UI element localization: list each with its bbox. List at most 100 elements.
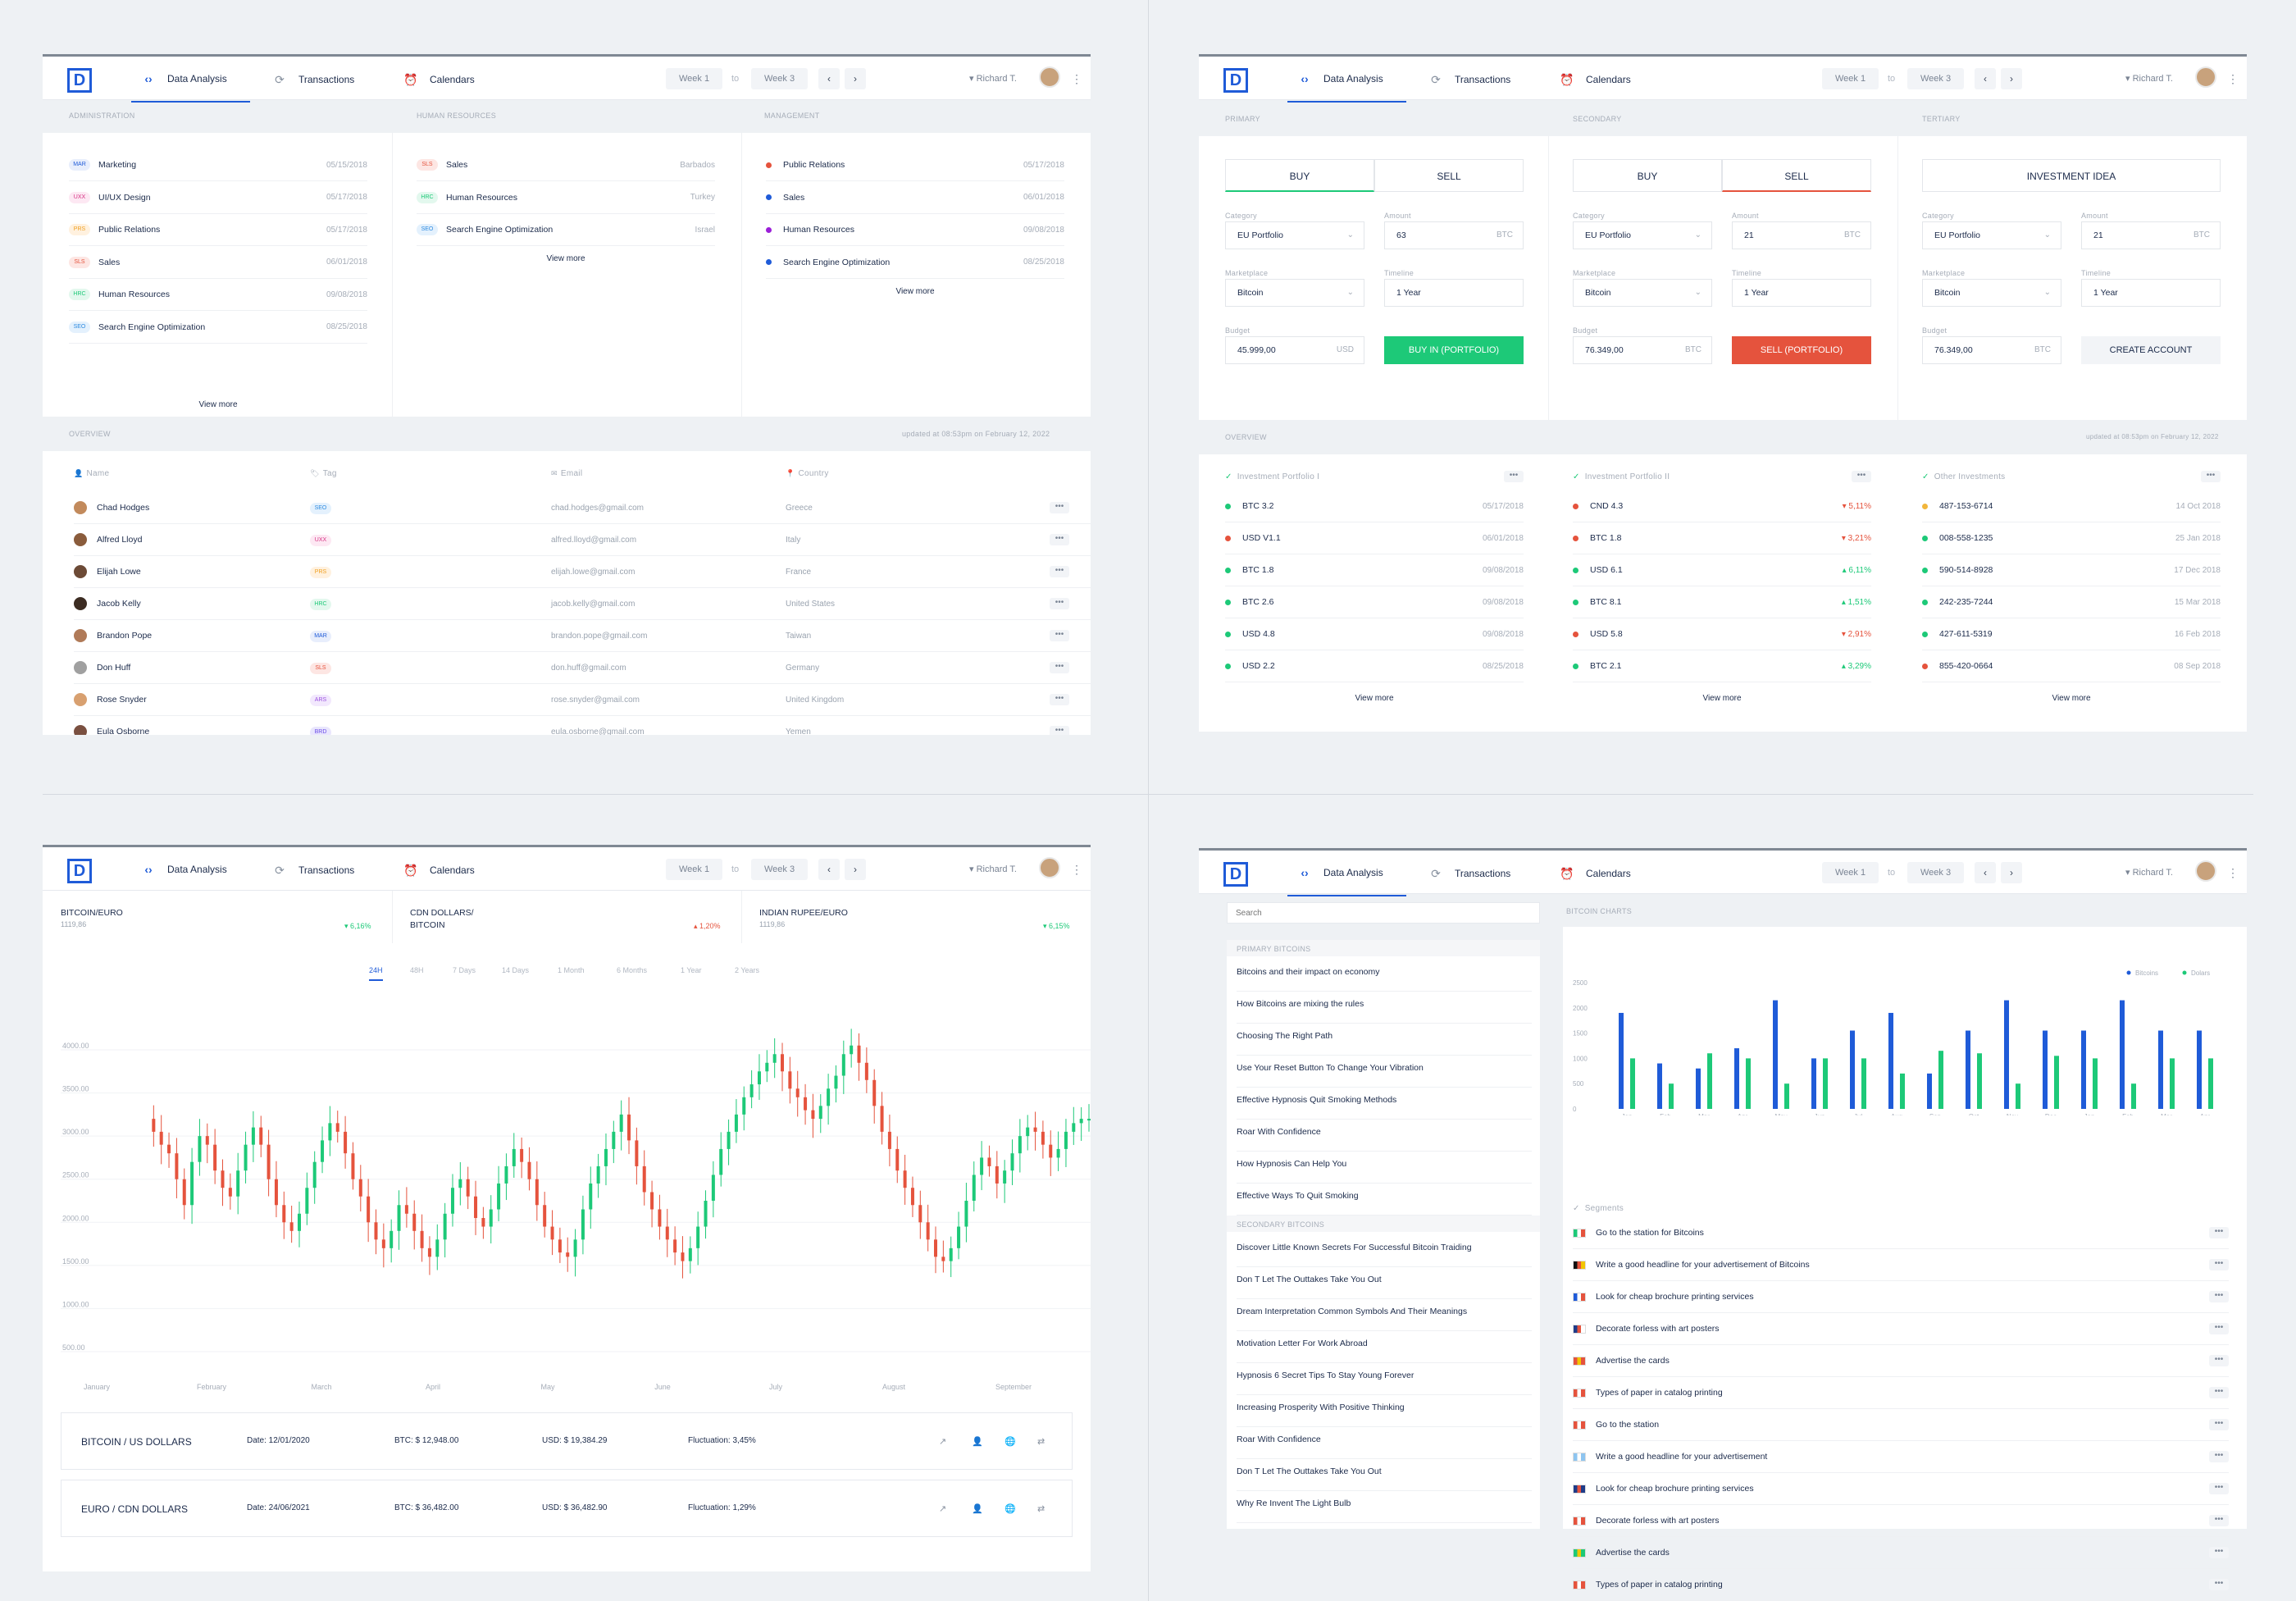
- row-more-button[interactable]: •••: [2209, 1387, 2229, 1398]
- budget-input[interactable]: 45.999,00 USD: [1225, 336, 1364, 364]
- segment-item[interactable]: Write a good headline for your advertise…: [1573, 1249, 2229, 1281]
- category-select[interactable]: EU Portfolio ⌄: [1573, 221, 1712, 249]
- topic-item[interactable]: Motivation Letter For Work Abroad: [1237, 1331, 1532, 1363]
- row-more-button[interactable]: •••: [2209, 1355, 2229, 1366]
- user-icon[interactable]: 👤: [972, 1504, 983, 1514]
- topic-item[interactable]: Don T Let The Outtakes Take You Out: [1237, 1459, 1532, 1491]
- row-more-button[interactable]: •••: [1050, 502, 1069, 513]
- view-more-link[interactable]: View more: [2052, 694, 2091, 703]
- segment-item[interactable]: Advertise the cards •••: [1573, 1537, 2229, 1569]
- view-more-link[interactable]: View more: [1355, 694, 1394, 703]
- more-vert-icon[interactable]: ⋮: [1071, 72, 1082, 85]
- topic-item[interactable]: Hypnosis 6 Secret Tips To Stay Young For…: [1237, 1363, 1532, 1395]
- globe-icon[interactable]: 🌐: [1004, 1504, 1016, 1514]
- buy-tab[interactable]: BUY: [1225, 159, 1374, 192]
- list-item[interactable]: Human Resources 09/08/2018: [766, 214, 1064, 246]
- list-item[interactable]: Sales 06/01/2018: [766, 182, 1064, 214]
- tab-transactions[interactable]: ⟳ Transactions: [272, 57, 354, 103]
- list-item[interactable]: USD 5.8 ▾ 2,91%: [1573, 618, 1871, 650]
- list-item[interactable]: 855-420-0664 08 Sep 2018: [1922, 650, 2221, 682]
- budget-input[interactable]: 76.349,00 BTC: [1573, 336, 1712, 364]
- action-button[interactable]: BUY IN (PORTFOLIO): [1384, 336, 1524, 364]
- more-vert-icon[interactable]: ⋮: [2227, 866, 2239, 879]
- tab-data-analysis[interactable]: ‹› Data Analysis: [1287, 57, 1406, 103]
- avatar[interactable]: [1039, 66, 1060, 88]
- tab-calendars[interactable]: ⏰ Calendars: [1560, 57, 1630, 103]
- list-item[interactable]: Public Relations 05/17/2018: [766, 149, 1064, 181]
- list-item[interactable]: BTC 8.1 ▴ 1,51%: [1573, 586, 1871, 618]
- segment-item[interactable]: Types of paper in catalog printing •••: [1573, 1377, 2229, 1409]
- list-item[interactable]: HRC Human Resources Turkey: [417, 182, 715, 214]
- table-row[interactable]: Jacob Kelly HRC jacob.kelly@gmail.com Unite…: [74, 588, 1091, 620]
- amount-input[interactable]: 21 BTC: [1732, 221, 1871, 249]
- segment-item[interactable]: Decorate forless with art posters •••: [1573, 1313, 2229, 1345]
- list-item[interactable]: SEO Search Engine Optimization Israel: [417, 214, 715, 246]
- logo[interactable]: D: [1223, 862, 1248, 887]
- topic-item[interactable]: Discover Little Known Secrets For Succes…: [1237, 1235, 1532, 1267]
- range-tab[interactable]: 14 Days: [502, 966, 530, 974]
- logo[interactable]: D: [67, 68, 92, 93]
- list-item[interactable]: SLS Sales 06/01/2018: [69, 247, 367, 279]
- list-item[interactable]: USD 6.1 ▴ 6,11%: [1573, 554, 1871, 586]
- segment-item[interactable]: Advertise the cards •••: [1573, 1345, 2229, 1377]
- action-button[interactable]: CREATE ACCOUNT: [2081, 336, 2221, 364]
- user-menu[interactable]: ▾ Richard T.: [2125, 74, 2173, 84]
- list-item[interactable]: 427-611-5319 16 Feb 2018: [1922, 618, 2221, 650]
- tab-data-analysis[interactable]: ‹› Data Analysis: [1287, 851, 1406, 896]
- tab-calendars[interactable]: ⏰ Calendars: [403, 847, 474, 893]
- topic-item[interactable]: How Bitcoins are mixing the rules: [1237, 992, 1532, 1024]
- globe-icon[interactable]: 🌐: [1004, 1437, 1016, 1447]
- user-menu[interactable]: ▾ Richard T.: [969, 74, 1017, 84]
- view-more-link[interactable]: View more: [1702, 694, 1742, 703]
- week-from-select[interactable]: Week 1: [1822, 862, 1879, 883]
- topic-item[interactable]: Don T Let The Outtakes Take You Out: [1237, 1267, 1532, 1299]
- list-item[interactable]: 242-235-7244 15 Mar 2018: [1922, 586, 2221, 618]
- segment-item[interactable]: Decorate forless with art posters •••: [1573, 1505, 2229, 1537]
- amount-input[interactable]: 63 BTC: [1384, 221, 1524, 249]
- list-item[interactable]: SEO Search Engine Optimization 08/25/2018: [69, 312, 367, 344]
- row-more-button[interactable]: •••: [2209, 1323, 2229, 1334]
- range-tab[interactable]: 6 Months: [617, 966, 648, 974]
- row-more-button[interactable]: •••: [1050, 662, 1069, 673]
- row-more-button[interactable]: •••: [2209, 1227, 2229, 1238]
- more-vert-icon[interactable]: ⋮: [1071, 863, 1082, 876]
- row-more-button[interactable]: •••: [1050, 566, 1069, 577]
- list-item[interactable]: USD 4.8 09/08/2018: [1225, 618, 1524, 650]
- row-more-button[interactable]: •••: [1050, 630, 1069, 641]
- row-more-button[interactable]: •••: [2209, 1451, 2229, 1462]
- range-tab[interactable]: 2 Years: [735, 966, 760, 974]
- list-item[interactable]: 590-514-8928 17 Dec 2018: [1922, 554, 2221, 586]
- week-to-select[interactable]: Week 3: [1907, 862, 1965, 883]
- list-item[interactable]: BTC 2.1 ▴ 3,29%: [1573, 650, 1871, 682]
- segment-item[interactable]: Go to the station for Bitcoins •••: [1573, 1217, 2229, 1249]
- topic-item[interactable]: Roar With Confidence: [1237, 1120, 1532, 1152]
- user-icon[interactable]: 👤: [972, 1437, 983, 1447]
- pair-card[interactable]: BITCOIN / US DOLLARS Date: 12/01/2020 BTC:…: [61, 1412, 1073, 1470]
- tab-transactions[interactable]: ⟳ Transactions: [1428, 851, 1510, 896]
- tab-calendars[interactable]: ⏰ Calendars: [1560, 851, 1630, 896]
- range-tab[interactable]: 7 Days: [453, 966, 476, 974]
- topic-item[interactable]: Bitcoins and their impact on economy: [1237, 960, 1532, 992]
- list-item[interactable]: 487-153-6714 14 Oct 2018: [1922, 490, 2221, 522]
- list-more-button[interactable]: •••: [1504, 471, 1524, 482]
- compare-icon[interactable]: ⇄: [1037, 1504, 1046, 1514]
- pair-card[interactable]: EURO / CDN DOLLARS Date: 24/06/2021 BTC: $…: [61, 1480, 1073, 1537]
- column-header[interactable]: ✉ Email: [551, 469, 582, 478]
- view-more-link[interactable]: View more: [895, 287, 935, 296]
- prev-arrow-icon[interactable]: ‹: [818, 68, 840, 89]
- column-header[interactable]: 👤 Name: [74, 469, 109, 478]
- table-row[interactable]: Chad Hodges SEO chad.hodges@gmail.com Greec…: [74, 492, 1091, 524]
- tab-data-analysis[interactable]: ‹› Data Analysis: [131, 847, 250, 893]
- topic-item[interactable]: Roar With Confidence: [1237, 1427, 1532, 1459]
- logo[interactable]: D: [67, 859, 92, 883]
- row-more-button[interactable]: •••: [2209, 1259, 2229, 1270]
- topic-item[interactable]: How Hypnosis Can Help You: [1237, 1152, 1532, 1184]
- marketplace-select[interactable]: Bitcoin ⌄: [1225, 279, 1364, 307]
- topic-item[interactable]: Why Re Invent The Light Bulb: [1237, 1491, 1532, 1523]
- buy-tab[interactable]: BUY: [1573, 159, 1722, 192]
- topic-item[interactable]: Effective Hypnosis Quit Smoking Methods: [1237, 1088, 1532, 1120]
- range-tab[interactable]: 1 Year: [681, 966, 702, 974]
- search-input[interactable]: [1227, 902, 1540, 924]
- week-from-select[interactable]: Week 1: [666, 859, 723, 880]
- avatar[interactable]: [2195, 66, 2216, 88]
